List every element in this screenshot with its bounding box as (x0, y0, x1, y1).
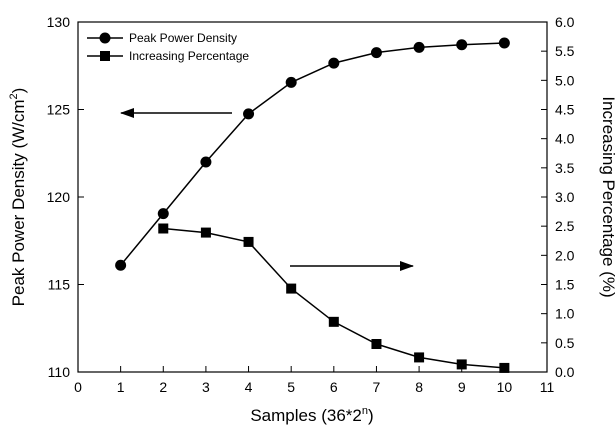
left-y-tick-label: 120 (47, 189, 71, 205)
legend: Peak Power Density Increasing Percentage (87, 31, 249, 63)
right-y-tick-label: 5.0 (555, 72, 575, 88)
x-tick-label: 8 (415, 379, 423, 395)
right-y-tick-label: 1.5 (555, 277, 575, 293)
legend-marker-circle (99, 32, 111, 44)
legend-label-increasing-percentage: Increasing Percentage (129, 49, 249, 63)
right-y-tick-label: 3.0 (555, 189, 575, 205)
data-point-circle (285, 76, 297, 88)
right-y-tick-label: 4.5 (555, 102, 575, 118)
right-y-tick-label: 3.5 (555, 160, 575, 176)
x-tick-label: 1 (117, 379, 125, 395)
data-point-square (371, 339, 382, 349)
legend-label-peak-power: Peak Power Density (129, 31, 237, 45)
x-tick-label: 4 (245, 379, 253, 395)
right-y-tick-label: 1.0 (555, 306, 575, 322)
left-y-tick-label: 115 (48, 277, 71, 293)
data-point-circle (498, 37, 510, 49)
right-y-tick-label: 6.0 (555, 14, 575, 30)
x-axis-title: Samples (36*2n) (250, 405, 373, 425)
x-tick-label: 9 (458, 379, 466, 395)
data-point-square (286, 283, 297, 294)
data-point-square (414, 352, 425, 363)
data-point-square (499, 362, 510, 373)
right-y-tick-label: 0.0 (555, 364, 575, 380)
left-y-tick-label: 125 (47, 102, 71, 118)
series-line-peak-power-density (120, 42, 505, 266)
x-tick-label: 7 (373, 379, 381, 395)
data-point-circle (413, 41, 425, 53)
left-y-tick-label: 110 (48, 364, 71, 380)
x-axis: 0 1 2 3 4 5 6 7 8 9 10 11 (74, 366, 554, 395)
data-point-circle (200, 156, 212, 168)
x-tick-label: 6 (330, 379, 338, 395)
data-point-circle (157, 208, 169, 220)
data-point-circle (243, 108, 255, 120)
x-tick-label: 3 (202, 379, 210, 395)
data-point-square (158, 223, 169, 234)
series-layer (115, 37, 510, 373)
data-point-square (243, 236, 254, 247)
right-y-tick-label: 2.0 (555, 247, 575, 263)
left-axis-title: Peak Power Density (W/cm2) (8, 88, 28, 307)
data-point-square (200, 227, 211, 238)
legend-marker-square (100, 51, 110, 61)
right-axis-title: Increasing Percentage (%) (599, 96, 615, 297)
left-y-axis: 110 115 120 125 130 (47, 14, 84, 380)
right-y-axis: 0.0 0.5 1.0 1.5 2.0 2.5 3.0 3.5 4.0 4.5 5.0 5.5 6.0 (541, 14, 575, 380)
data-point-circle (115, 259, 127, 271)
x-tick-label: 10 (497, 379, 513, 395)
x-tick-label: 11 (540, 379, 555, 395)
data-point-circle (328, 57, 340, 69)
data-point-square (456, 359, 467, 370)
x-tick-label: 0 (74, 379, 82, 395)
x-tick-label: 5 (287, 379, 295, 395)
data-point-circle (370, 47, 382, 59)
right-y-tick-label: 0.5 (555, 335, 575, 351)
right-y-tick-label: 2.5 (555, 218, 575, 234)
data-point-square (328, 316, 339, 327)
x-tick-label: 2 (159, 379, 167, 395)
left-y-tick-label: 130 (47, 14, 71, 30)
data-point-circle (456, 39, 468, 51)
right-y-tick-label: 4.0 (555, 131, 575, 147)
plot-frame (77, 21, 548, 373)
series-line-increasing-percentage (163, 227, 505, 369)
right-y-tick-label: 5.5 (555, 43, 575, 59)
